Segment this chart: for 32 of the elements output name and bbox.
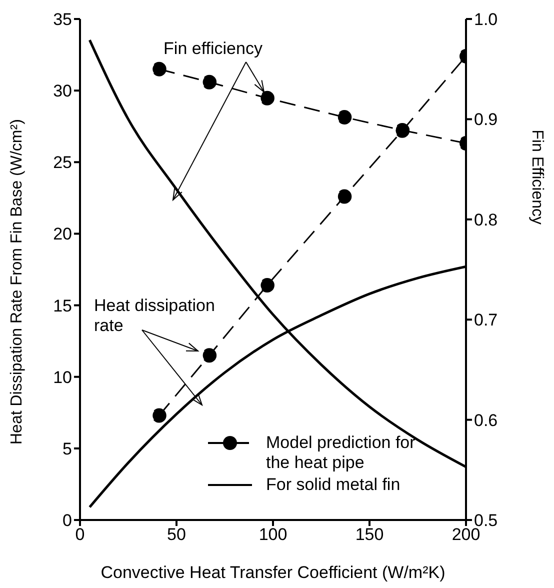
y-tick-label: 10 (53, 368, 72, 387)
point (202, 74, 217, 90)
y2-axis-title: Fin Efficiency (528, 130, 546, 224)
y-tick-label: 5 (62, 439, 72, 458)
y2-tick-label: 1.0 (474, 10, 498, 30)
y2-tick-label: 0.8 (474, 210, 498, 230)
x-tick-label: 0 (75, 525, 85, 544)
legend-label: For solid metal fin (266, 475, 400, 495)
y-axis-title: Heat Dissipation Rate From Fin Base (W/cm²) (8, 119, 26, 444)
annotation: Heat dissipation rate (94, 296, 216, 336)
point (260, 278, 274, 292)
x-tick-label: 200 (452, 525, 480, 544)
y-tick-label: 25 (53, 153, 72, 172)
y-tick-label: 15 (53, 296, 72, 316)
point (202, 348, 217, 363)
y2-tick-label: 0.9 (474, 110, 498, 130)
point (337, 110, 352, 124)
x-tick-label: 50 (167, 525, 186, 544)
y-tick-label: 0 (62, 511, 72, 530)
annotation: Fin efficiency (164, 39, 263, 58)
y-tick-label: 20 (53, 224, 72, 244)
y2-tick-label: 0.6 (474, 410, 498, 430)
x-tick-label: 100 (258, 525, 288, 544)
point (152, 408, 166, 423)
y-tick-label: 35 (53, 10, 72, 30)
y2-tick-label: 0.7 (474, 310, 498, 330)
legend-label: Model prediction for the heat pipe (266, 433, 416, 473)
x-axis-title: Convective Heat Transfer Coefficient (W/m²K) (100, 563, 446, 582)
point (260, 90, 274, 106)
x-tick-label: 150 (355, 525, 384, 544)
y-tick-label: 30 (53, 82, 72, 101)
point (152, 62, 166, 76)
